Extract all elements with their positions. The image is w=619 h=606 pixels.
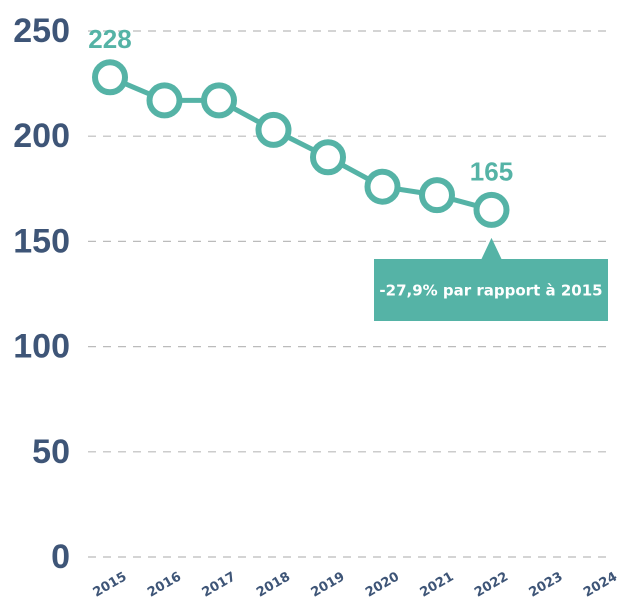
x-tick-label: 2023 — [527, 569, 566, 600]
marker — [255, 111, 292, 148]
marker — [146, 82, 183, 119]
x-tick-label: 2024 — [581, 569, 619, 600]
x-tick-label: 2019 — [309, 569, 348, 600]
callout-box — [374, 237, 608, 321]
y-tick-label: 150 — [13, 222, 70, 260]
marker — [92, 59, 128, 96]
y-tick-label: 0 — [51, 538, 70, 576]
y-tick-label: 100 — [13, 328, 70, 366]
y-tick-label: 250 — [13, 12, 70, 50]
marker — [364, 168, 401, 205]
marker — [201, 82, 237, 119]
x-tick-label: 2017 — [200, 569, 239, 600]
marker — [473, 191, 510, 228]
x-tick-label: 2015 — [91, 569, 130, 600]
x-tick-label: 2018 — [254, 569, 293, 600]
marker — [419, 177, 455, 214]
x-tick-label: 2022 — [472, 569, 511, 600]
data-label: 228 — [88, 24, 131, 54]
x-tick-label: 2021 — [418, 569, 457, 600]
marker — [310, 139, 346, 176]
data-label: 165 — [470, 157, 513, 187]
y-tick-label: 50 — [32, 433, 70, 471]
y-tick-label: 200 — [13, 117, 70, 155]
x-tick-label: 2020 — [363, 569, 402, 600]
x-tick-label: 2016 — [145, 569, 184, 600]
callout-text: -27,9% par rapport à 2015 — [379, 282, 602, 300]
